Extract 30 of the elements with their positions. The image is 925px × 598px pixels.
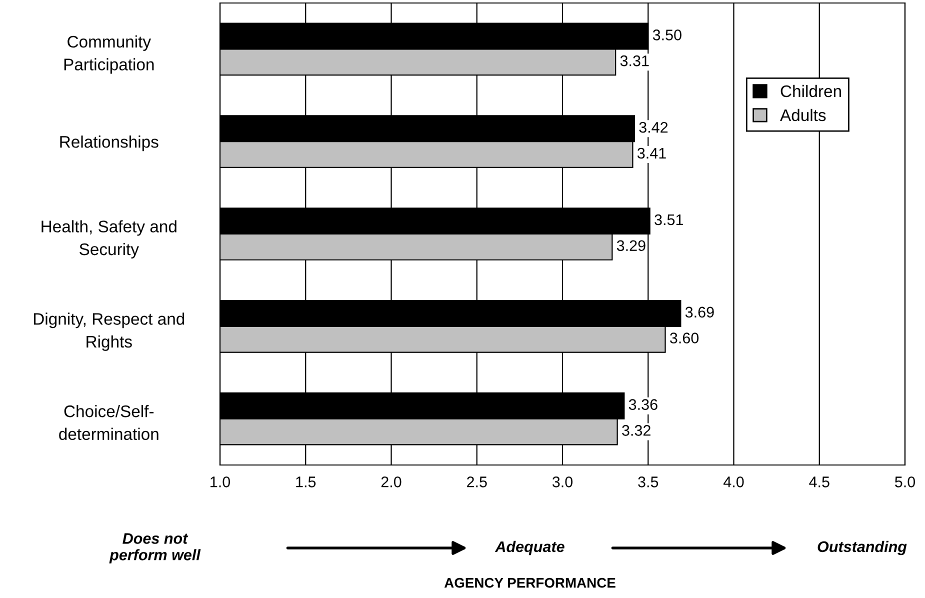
data-label: 3.41 bbox=[637, 148, 666, 159]
data-label: 3.29 bbox=[616, 240, 646, 252]
y-tick-label: Choice/Self- determination bbox=[59, 404, 158, 440]
x-tick-label: 2.0 bbox=[381, 476, 402, 488]
text: Does not perform well bbox=[109, 533, 201, 564]
legend-label: Adults bbox=[780, 108, 826, 122]
y-tick-label: Health, Safety and Security bbox=[42, 220, 176, 259]
data-label: 3.31 bbox=[620, 55, 649, 66]
x-tick-label: 1.5 bbox=[296, 476, 316, 488]
x-tick-label: 4.0 bbox=[723, 476, 744, 488]
text: AGENCY PERFORMANCE bbox=[444, 578, 616, 588]
data-label: 3.60 bbox=[670, 332, 699, 344]
x-tick-label: 2.5 bbox=[467, 476, 487, 488]
text: Adequate bbox=[494, 540, 564, 556]
legend-label: Children bbox=[780, 84, 841, 98]
data-label: 3.32 bbox=[622, 425, 650, 436]
data-label: 3.36 bbox=[628, 399, 658, 410]
data-label: 3.50 bbox=[652, 30, 682, 40]
x-tick-label: 5.0 bbox=[894, 476, 916, 488]
y-tick-label: Relationships bbox=[60, 136, 158, 152]
x-tick-label: 3.5 bbox=[638, 476, 658, 488]
data-label: 3.51 bbox=[654, 214, 683, 226]
text: Outstanding bbox=[818, 540, 907, 556]
x-tick-label: 4.5 bbox=[809, 476, 830, 488]
y-tick-label: Dignity, Respect and Rights bbox=[34, 312, 184, 351]
data-label: 3.69 bbox=[685, 306, 714, 318]
data-label: 3.42 bbox=[639, 122, 668, 133]
y-tick-label: Community Participation bbox=[64, 35, 154, 74]
x-tick-label: 1.0 bbox=[210, 476, 230, 488]
x-tick-label: 3.0 bbox=[552, 476, 573, 488]
